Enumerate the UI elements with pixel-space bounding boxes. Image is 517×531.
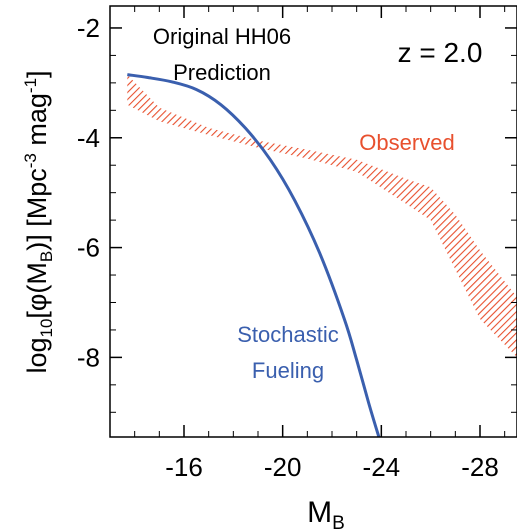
stochastic-fueling-curve [127,73,381,437]
stochastic-label-line1: Stochastic [237,322,339,347]
plot-area [127,73,517,437]
stochastic-label-line2: Fueling [252,358,324,383]
y-tick-label: -4 [77,123,100,153]
redshift-label: z = 2.0 [398,37,483,68]
prediction-label-line1: Original HH06 [153,24,291,49]
observed-label: Observed [359,130,454,155]
axis-ticks: -16 -20 -24 -28 -2 -4 -6 -8 [77,6,517,482]
x-tick-label: -20 [264,452,302,482]
y-tick-label: -8 [77,342,100,372]
x-axis-title: MB [307,496,345,531]
prediction-label-line2: Prediction [173,60,271,85]
y-tick-label: -6 [77,233,100,263]
observed-band [127,74,517,358]
x-tick-label: -28 [461,452,499,482]
y-axis-title: log10[φ(MB)] [Mpc-3 mag-1] [21,70,56,373]
y-tick-label: -2 [77,13,100,43]
plot-frame [109,5,517,438]
x-tick-label: -16 [165,452,203,482]
x-tick-label: -24 [363,452,401,482]
